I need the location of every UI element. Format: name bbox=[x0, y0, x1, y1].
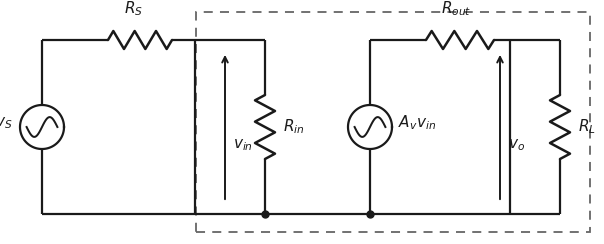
Text: $R_{in}$: $R_{in}$ bbox=[283, 118, 304, 136]
Text: $A_v v_{in}$: $A_v v_{in}$ bbox=[398, 114, 436, 132]
Bar bbox=[196, 12, 590, 232]
Text: $R_S$: $R_S$ bbox=[124, 0, 144, 18]
Text: $v_S$: $v_S$ bbox=[0, 115, 12, 131]
Text: $v_{in}$: $v_{in}$ bbox=[233, 137, 253, 153]
Text: $v_o$: $v_o$ bbox=[508, 137, 525, 153]
Text: $R_L$: $R_L$ bbox=[578, 118, 596, 136]
Text: $R_{out}$: $R_{out}$ bbox=[441, 0, 471, 18]
